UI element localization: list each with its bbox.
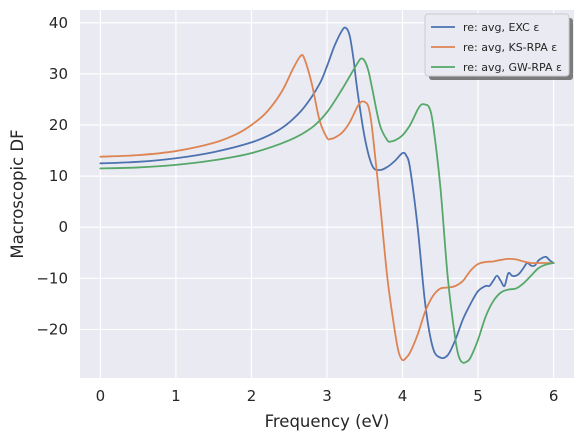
series-line-1 <box>99 26 555 360</box>
y-tick-label: 40 <box>49 14 68 32</box>
legend-label-3: re: avg, GW-RPA ε <box>463 61 562 74</box>
series-line-3 <box>99 57 555 364</box>
x-tick-label: 6 <box>549 387 559 405</box>
y-axis-label: Macroscopic DF <box>8 129 27 258</box>
y-tick-label: 30 <box>49 65 68 83</box>
y-tick-label: 0 <box>58 218 68 236</box>
x-tick-label: 4 <box>398 387 408 405</box>
x-tick-label: 0 <box>96 387 106 405</box>
series-line-2 <box>99 53 555 362</box>
y-tick-label: −10 <box>36 269 68 287</box>
grid-lines <box>80 10 574 378</box>
legend-box <box>424 13 570 77</box>
x-tick-labels: 0 1 2 3 4 5 6 <box>96 387 559 405</box>
series-lines <box>99 26 555 364</box>
legend: re: avg, EXC ε re: avg, KS-RPA ε re: avg, … <box>424 13 573 80</box>
x-tick-label: 3 <box>322 387 332 405</box>
y-tick-label: 10 <box>49 167 68 185</box>
y-tick-labels: −20 −10 0 10 20 30 40 <box>36 14 68 339</box>
y-tick-label: 20 <box>49 116 68 134</box>
legend-entries: re: avg, EXC ε re: avg, KS-RPA ε re: avg, … <box>431 21 562 74</box>
legend-label-2: re: avg, KS-RPA ε <box>463 41 557 54</box>
x-axis-label: Frequency (eV) <box>265 412 390 431</box>
y-tick-label: −20 <box>36 320 68 338</box>
x-tick-label: 5 <box>473 387 483 405</box>
x-tick-label: 2 <box>247 387 257 405</box>
legend-label-1: re: avg, EXC ε <box>463 21 539 34</box>
x-tick-label: 1 <box>171 387 181 405</box>
